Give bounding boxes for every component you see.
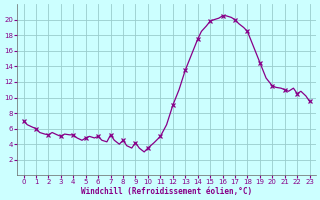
X-axis label: Windchill (Refroidissement éolien,°C): Windchill (Refroidissement éolien,°C) bbox=[81, 187, 252, 196]
